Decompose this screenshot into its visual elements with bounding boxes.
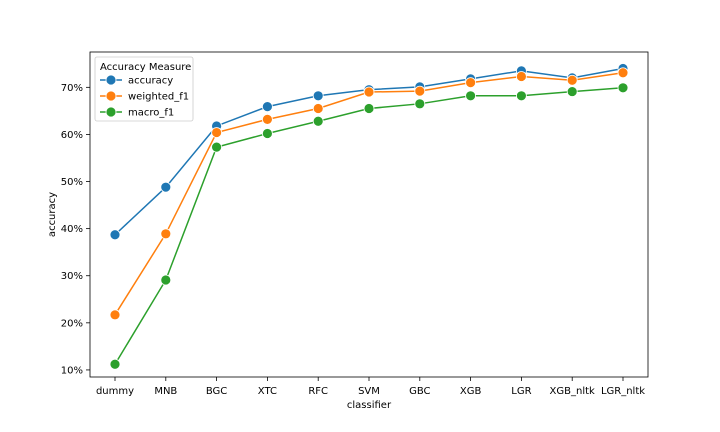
legend-marker xyxy=(105,90,117,102)
data-point-weighted_f1 xyxy=(566,74,578,86)
x-tick-label: XGB xyxy=(460,386,482,397)
y-tick-label: 50% xyxy=(61,177,83,188)
data-point-macro_f1 xyxy=(261,128,273,139)
y-tick-label: 60% xyxy=(61,130,83,141)
y-tick-label: 70% xyxy=(61,83,83,94)
data-point-weighted_f1 xyxy=(211,127,223,138)
x-tick-label: GBC xyxy=(409,386,430,397)
legend: Accuracy Measure accuracy weighted_f1macr… xyxy=(94,56,194,122)
series-layer xyxy=(109,63,629,370)
x-tick-label: MNB xyxy=(154,386,177,397)
legend-box xyxy=(94,56,194,122)
legend-entry-macro_f1: macro_f1 xyxy=(100,106,174,119)
data-point-macro_f1 xyxy=(312,115,324,127)
data-point-accuracy xyxy=(261,101,273,113)
data-point-weighted_f1 xyxy=(261,113,273,125)
legend-label: weighted_f1 xyxy=(128,92,189,103)
data-point-macro_f1 xyxy=(566,86,578,97)
x-tick-label: RFC xyxy=(308,386,328,397)
legend-entry-accuracy: accuracy xyxy=(100,74,173,87)
legend-label: accuracy xyxy=(128,76,173,87)
data-point-macro_f1 xyxy=(465,90,477,102)
data-point-weighted_f1 xyxy=(109,309,121,321)
x-tick-label: SVM xyxy=(358,386,380,397)
series-weighted_f1 xyxy=(109,67,629,321)
data-point-macro_f1 xyxy=(363,103,375,114)
x-tick-label: XGB_nltk xyxy=(550,386,595,397)
x-tick-label: LGR_nltk xyxy=(601,386,645,397)
x-tick-label: XTC xyxy=(258,386,277,397)
y-axis-title: accuracy xyxy=(47,192,58,237)
data-point-weighted_f1 xyxy=(516,71,527,82)
data-point-macro_f1 xyxy=(160,274,172,286)
series-macro_f1 xyxy=(109,82,629,370)
legend-label: macro_f1 xyxy=(128,108,174,119)
data-point-macro_f1 xyxy=(516,90,527,102)
data-point-weighted_f1 xyxy=(617,67,629,79)
data-point-accuracy xyxy=(312,90,324,102)
data-point-accuracy xyxy=(160,181,172,193)
data-point-macro_f1 xyxy=(109,358,121,370)
y-tick-label: 10% xyxy=(61,365,83,376)
y-tick-label: 30% xyxy=(61,271,83,282)
x-tick-label: BGC xyxy=(206,386,227,397)
x-axis: dummy MNB BGC XTC RFC SVM GBC XGB LGR XGB_nltk LGR… xyxy=(96,377,645,397)
data-point-macro_f1 xyxy=(414,98,426,110)
data-point-weighted_f1 xyxy=(465,77,477,89)
data-point-macro_f1 xyxy=(211,141,223,153)
data-point-weighted_f1 xyxy=(363,86,375,98)
y-tick-label: 40% xyxy=(61,224,83,235)
x-axis-title: classifier xyxy=(347,400,392,411)
data-point-weighted_f1 xyxy=(160,228,172,240)
y-axis: 10% 20% 30% 40% 50% 60% 70% xyxy=(61,83,90,376)
legend-title: Accuracy Measure xyxy=(100,62,191,73)
y-tick-label: 20% xyxy=(61,318,83,329)
data-point-accuracy xyxy=(109,229,121,241)
legend-entries: accuracy weighted_f1 macro_f1 xyxy=(100,74,189,119)
data-point-weighted_f1 xyxy=(414,85,426,97)
legend-marker xyxy=(105,74,117,86)
legend-entry-weighted_f1: weighted_f1 xyxy=(100,90,189,103)
data-point-weighted_f1 xyxy=(312,103,324,114)
data-point-macro_f1 xyxy=(617,82,629,94)
legend-marker xyxy=(105,106,117,118)
x-tick-label: dummy xyxy=(96,386,134,397)
x-tick-label: LGR xyxy=(511,386,531,397)
